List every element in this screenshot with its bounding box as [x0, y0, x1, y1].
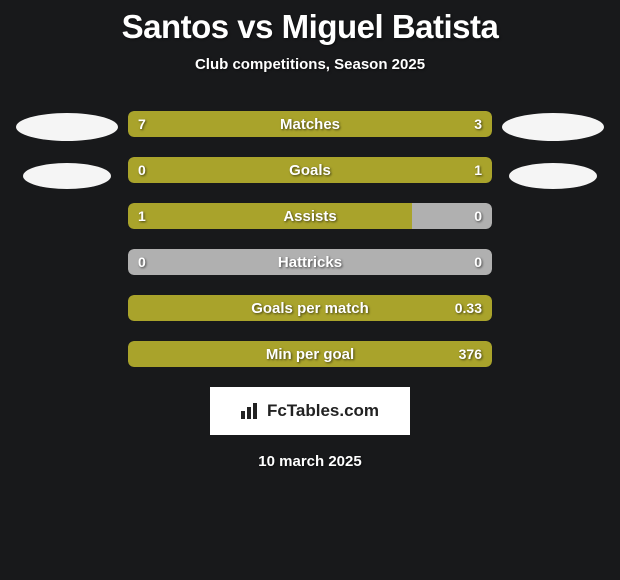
stat-bar-left-segment: [128, 295, 492, 321]
stat-bar: Goals per match0.33: [128, 295, 492, 321]
stat-bar-right-segment: [194, 157, 492, 183]
stat-right-value: 376: [459, 341, 482, 367]
bar-chart-icon: [241, 403, 261, 419]
left-player-column: [6, 111, 128, 367]
attribution-badge: FcTables.com: [210, 387, 410, 435]
attribution-text: FcTables.com: [267, 401, 379, 421]
stat-left-value: 0: [138, 157, 146, 183]
left-player-avatar: [16, 113, 118, 141]
stat-bar: Assists10: [128, 203, 492, 229]
left-player-badge: [23, 163, 111, 189]
subtitle: Club competitions, Season 2025: [0, 56, 620, 73]
date-label: 10 march 2025: [0, 453, 620, 470]
stat-right-value: 0.33: [455, 295, 482, 321]
stat-left-value: 1: [138, 203, 146, 229]
stat-bar-left-segment: [128, 341, 492, 367]
right-player-badge: [509, 163, 597, 189]
stat-bar: Min per goal376: [128, 341, 492, 367]
stat-right-value: 3: [474, 111, 482, 137]
stat-right-value: 0: [474, 203, 482, 229]
stat-right-value: 0: [474, 249, 482, 275]
stat-bar: Goals01: [128, 157, 492, 183]
comparison-content: Matches73Goals01Assists10Hattricks00Goal…: [0, 111, 620, 367]
stat-left-value: 7: [138, 111, 146, 137]
stat-left-value: 0: [138, 249, 146, 275]
stat-bar-left-segment: [128, 111, 383, 137]
stat-bar-left-segment: [128, 203, 412, 229]
stat-bar-right-segment: [128, 249, 492, 275]
right-player-column: [492, 111, 614, 367]
stat-bar: Matches73: [128, 111, 492, 137]
stat-right-value: 1: [474, 157, 482, 183]
stat-bars: Matches73Goals01Assists10Hattricks00Goal…: [128, 111, 492, 367]
stat-bar: Hattricks00: [128, 249, 492, 275]
right-player-avatar: [502, 113, 604, 141]
page-title: Santos vs Miguel Batista: [0, 0, 620, 46]
